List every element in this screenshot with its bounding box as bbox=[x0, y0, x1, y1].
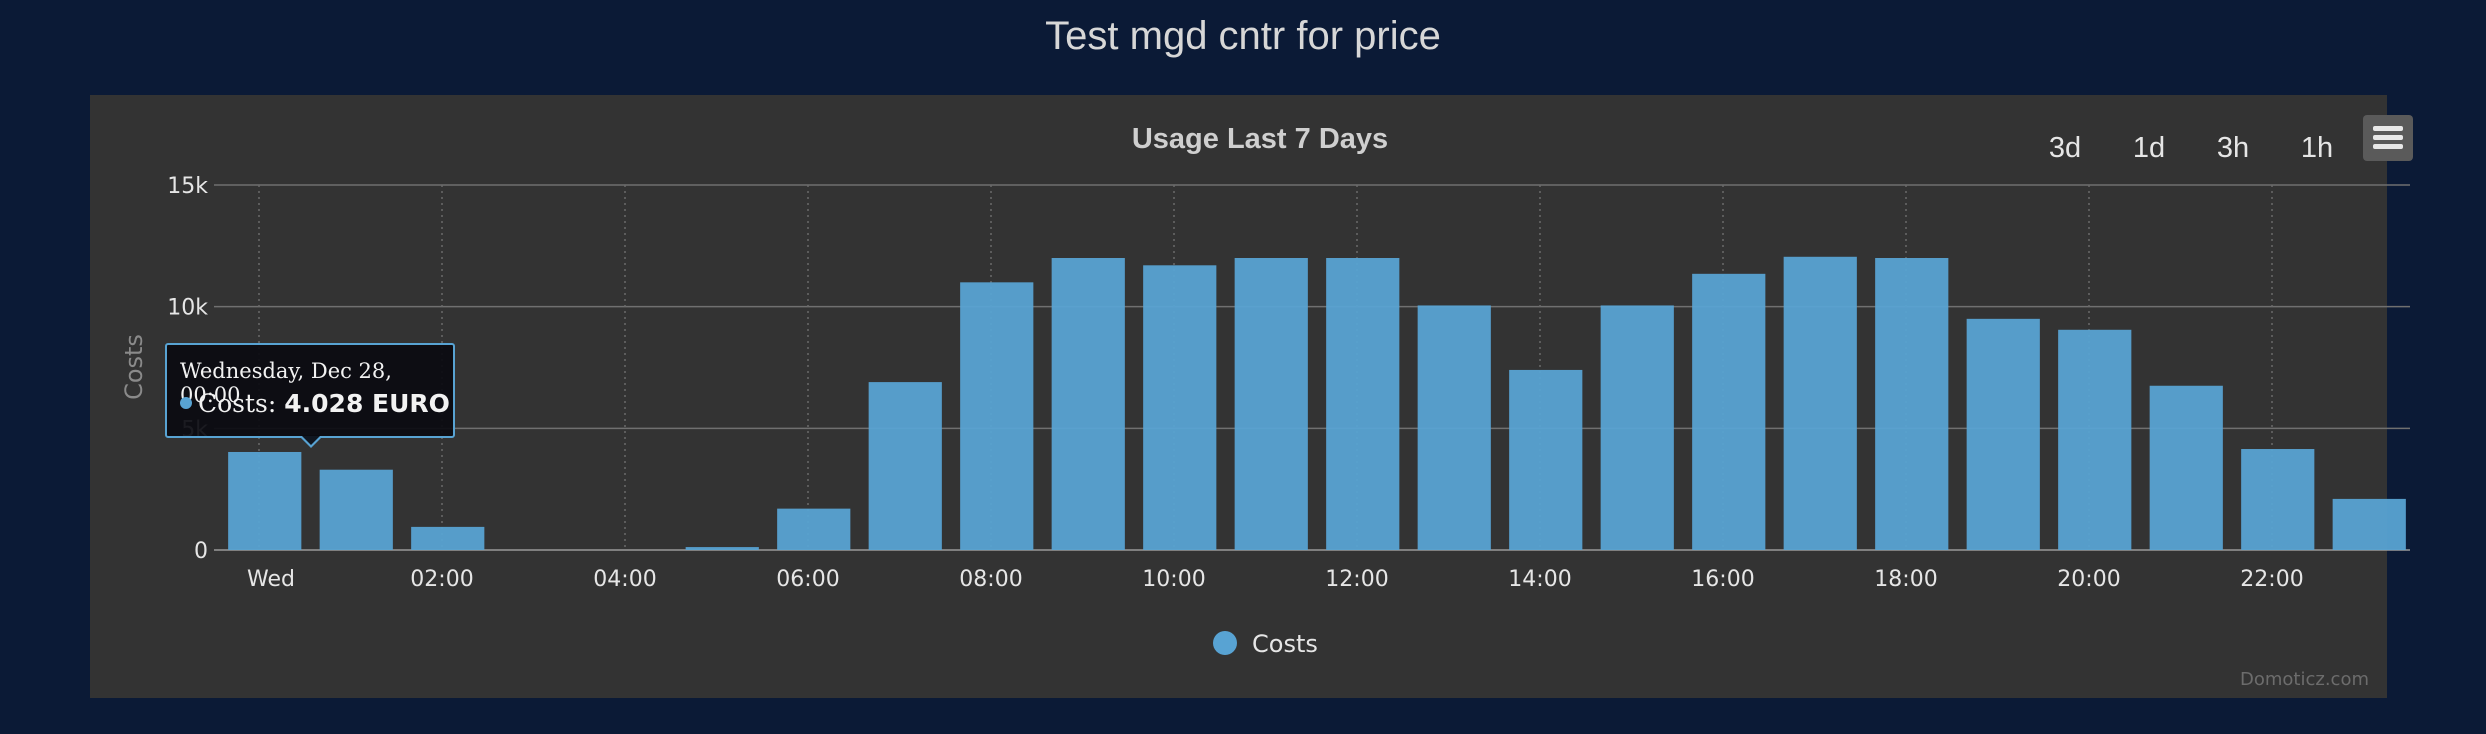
tooltip: Wednesday, Dec 28, 00:00 Costs: 4.028 EU… bbox=[165, 343, 455, 448]
tooltip-date: Wednesday, Dec 28, 00:00 bbox=[180, 359, 392, 407]
range-3d-button[interactable]: 3d bbox=[2048, 132, 2082, 164]
range-3h-button[interactable]: 3h bbox=[2216, 132, 2250, 164]
credits-link[interactable]: Domoticz.com bbox=[2240, 669, 2369, 690]
range-1d-button[interactable]: 1d bbox=[2132, 132, 2166, 164]
hamburger-menu-icon[interactable] bbox=[2363, 115, 2413, 161]
tooltip-line: Costs: 4.028 EURO bbox=[180, 389, 450, 418]
range-1h-button[interactable]: 1h bbox=[2300, 132, 2334, 164]
tooltip-series: Costs bbox=[198, 389, 268, 418]
page-title: Test mgd cntr for price bbox=[1045, 14, 1441, 58]
tooltip-value: 4.028 EURO bbox=[284, 389, 450, 418]
tooltip-series-marker bbox=[180, 397, 192, 409]
